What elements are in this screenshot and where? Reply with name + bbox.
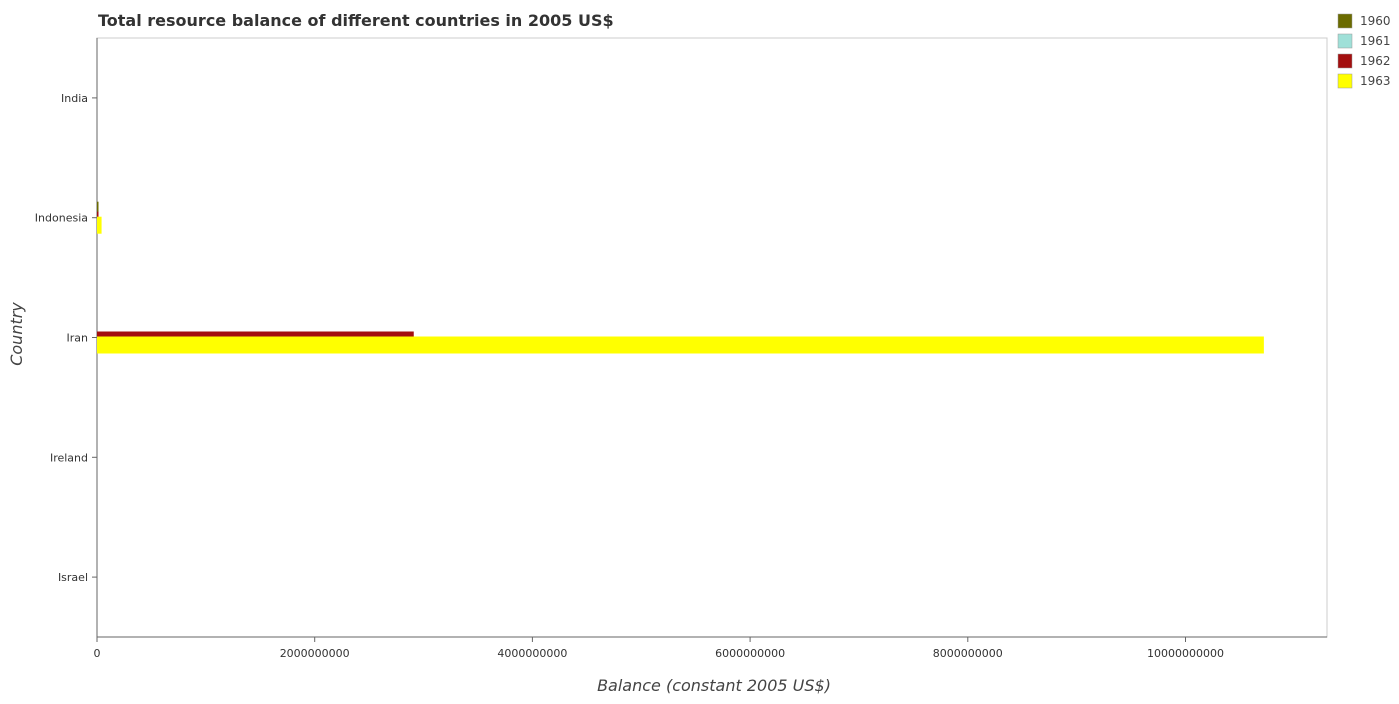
x-tick-label: 8000000000 xyxy=(933,647,1003,660)
legend-swatch-1962 xyxy=(1337,53,1353,69)
x-tick-label: 4000000000 xyxy=(497,647,567,660)
y-tick-label-iran: Iran xyxy=(67,332,89,345)
legend-swatch-1961 xyxy=(1337,33,1353,49)
legend-swatch-1960 xyxy=(1337,13,1353,29)
y-tick-label-israel: Israel xyxy=(58,571,88,584)
legend: 1960 1961 1962 1963 xyxy=(1337,13,1391,89)
legend-label-1961: 1961 xyxy=(1360,34,1391,48)
bar-iran-1963 xyxy=(97,336,1264,354)
bar-indonesia-1963 xyxy=(97,216,102,234)
x-tick-label: 10000000000 xyxy=(1147,647,1224,660)
x-tick-label: 6000000000 xyxy=(715,647,785,660)
legend-swatch-1963 xyxy=(1337,73,1353,89)
x-axis-ticks: 0 2000000000 4000000000 6000000000 800000000… xyxy=(94,637,1224,660)
chart-title: Total resource balance of different coun… xyxy=(98,11,614,30)
y-axis-title: Country xyxy=(7,302,26,366)
x-tick-label: 0 xyxy=(94,647,101,660)
legend-label-1962: 1962 xyxy=(1360,54,1391,68)
y-tick-label-india: India xyxy=(61,92,88,105)
plot-area xyxy=(96,37,1328,638)
legend-label-1960: 1960 xyxy=(1360,14,1391,28)
y-tick-label-ireland: Ireland xyxy=(50,451,88,464)
y-axis-ticks: India Indonesia Iran Ireland Israel xyxy=(35,92,97,584)
y-tick-label-indonesia: Indonesia xyxy=(35,212,88,225)
bar-indonesia-1960 xyxy=(97,201,99,219)
x-tick-label: 2000000000 xyxy=(280,647,350,660)
x-axis-title: Balance (constant 2005 US$) xyxy=(597,676,831,695)
legend-label-1963: 1963 xyxy=(1360,74,1391,88)
